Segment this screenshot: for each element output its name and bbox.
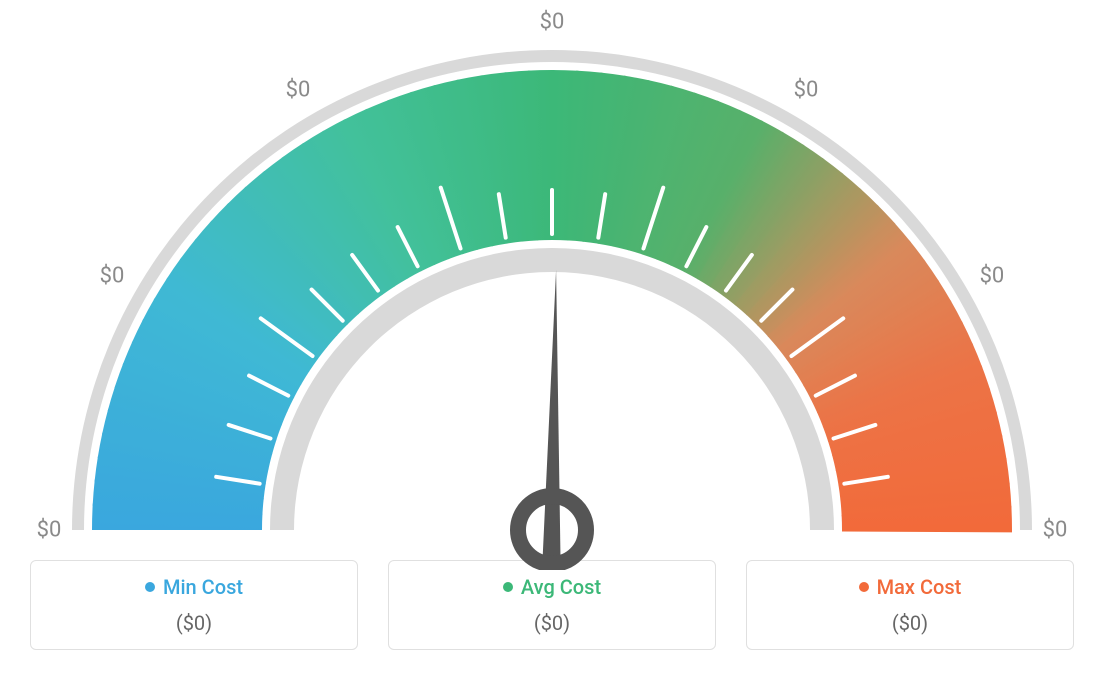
legend-label-text: Min Cost xyxy=(163,575,243,599)
gauge-tick-label: $0 xyxy=(540,10,565,35)
gauge-tick-label: $0 xyxy=(980,264,1005,289)
legend-value: ($0) xyxy=(409,611,695,635)
legend-dot-icon xyxy=(145,582,155,592)
gauge-chart xyxy=(0,10,1104,570)
legend-box: Min Cost ($0) xyxy=(30,560,358,650)
legend-label: Min Cost xyxy=(145,575,243,599)
legend-dot-icon xyxy=(503,582,513,592)
legend-label: Avg Cost xyxy=(503,575,601,599)
gauge-tick-label: $0 xyxy=(1043,518,1068,543)
gauge-needle xyxy=(543,270,561,560)
gauge-container: $0 $0 $0 $0 $0 $0 $0 xyxy=(0,0,1104,560)
legend-label-text: Max Cost xyxy=(877,575,962,599)
legend-value: ($0) xyxy=(767,611,1053,635)
gauge-tick-label: $0 xyxy=(794,78,819,103)
legend-value: ($0) xyxy=(51,611,337,635)
legend-row: Min Cost ($0) Avg Cost ($0) Max Cost ($0) xyxy=(0,560,1104,650)
legend-box: Max Cost ($0) xyxy=(746,560,1074,650)
gauge-tick-label: $0 xyxy=(100,264,125,289)
legend-label: Max Cost xyxy=(859,575,962,599)
gauge-tick-label: $0 xyxy=(286,78,311,103)
gauge-tick-label: $0 xyxy=(37,518,62,543)
legend-dot-icon xyxy=(859,582,869,592)
legend-box: Avg Cost ($0) xyxy=(388,560,716,650)
legend-label-text: Avg Cost xyxy=(521,575,601,599)
